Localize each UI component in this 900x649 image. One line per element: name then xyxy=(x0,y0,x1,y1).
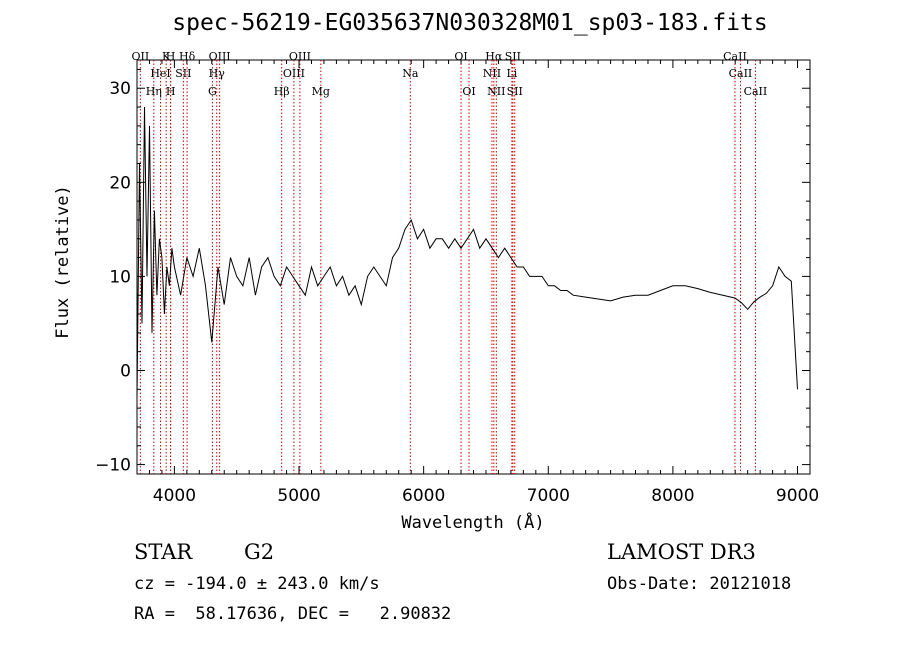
y-tick-label: 0 xyxy=(120,362,131,382)
line-id-label: K xyxy=(162,50,171,63)
line-id-label: G xyxy=(208,85,217,98)
x-axis-ticks: 4000 5000 6000 7000 8000 9000 xyxy=(136,60,819,506)
line-id-label: CaII xyxy=(729,67,753,80)
line-id-label: Hα xyxy=(485,50,503,63)
x-tick-label: 5000 xyxy=(277,486,320,506)
line-id-label: OIII xyxy=(283,67,305,80)
y-axis-ticks: −10 0 10 20 30 xyxy=(95,68,810,476)
spectrum-line xyxy=(136,106,798,399)
obs-date-text: Obs-Date: 20121018 xyxy=(607,574,792,594)
x-tick-label: 8000 xyxy=(651,486,694,506)
y-axis-label: Flux (relative) xyxy=(53,185,73,339)
line-id-label: CaII xyxy=(744,85,768,98)
y-tick-label: 20 xyxy=(109,173,131,193)
line-id-label: SII xyxy=(505,50,521,63)
line-id-label: OI xyxy=(462,85,475,98)
line-id-label: NII xyxy=(487,85,505,98)
x-axis-label: Wavelength (Å) xyxy=(401,511,544,533)
line-id-label: Hγ xyxy=(209,67,226,80)
line-id-label: SII xyxy=(175,67,191,80)
line-id-label: OIII xyxy=(289,50,311,63)
redshift-text: cz = -194.0 ± 243.0 km/s xyxy=(134,574,380,594)
y-tick-label: 30 xyxy=(109,79,131,99)
line-id-label: Mg xyxy=(312,85,330,98)
line-id-label: Hη xyxy=(146,85,162,98)
y-tick-label: −10 xyxy=(95,456,131,476)
line-id-label: CaII xyxy=(723,50,747,63)
line-id-label: H xyxy=(166,85,176,98)
line-id-label: OII xyxy=(132,50,150,63)
y-tick-label: 10 xyxy=(109,267,131,287)
chart-title: spec-56219-EG035637N030328M01_sp03-183.f… xyxy=(172,10,768,36)
x-tick-label: 4000 xyxy=(153,486,196,506)
survey-label: LAMOST DR3 xyxy=(607,540,756,564)
object-class: STAR xyxy=(134,540,193,564)
line-id-label: H xyxy=(166,50,176,63)
x-tick-label: 9000 xyxy=(776,486,819,506)
line-id-label: SII xyxy=(507,85,523,98)
object-subclass: G2 xyxy=(244,540,275,564)
line-id-label: OI xyxy=(454,50,467,63)
plot-frame xyxy=(136,59,811,475)
line-id-label: OIII xyxy=(209,50,231,63)
line-id-label: Li xyxy=(506,67,517,80)
x-tick-label: 6000 xyxy=(402,486,445,506)
line-markers xyxy=(139,60,756,474)
x-tick-label: 7000 xyxy=(527,486,570,506)
line-id-label: Hδ xyxy=(179,50,196,63)
line-id-label: NII xyxy=(483,67,501,80)
line-id-label: Hβ xyxy=(274,85,290,98)
radec-text: RA = 58.17636, DEC = 2.90832 xyxy=(134,604,452,624)
line-id-label: Na xyxy=(402,67,419,80)
line-id-label: HeI xyxy=(150,67,170,80)
